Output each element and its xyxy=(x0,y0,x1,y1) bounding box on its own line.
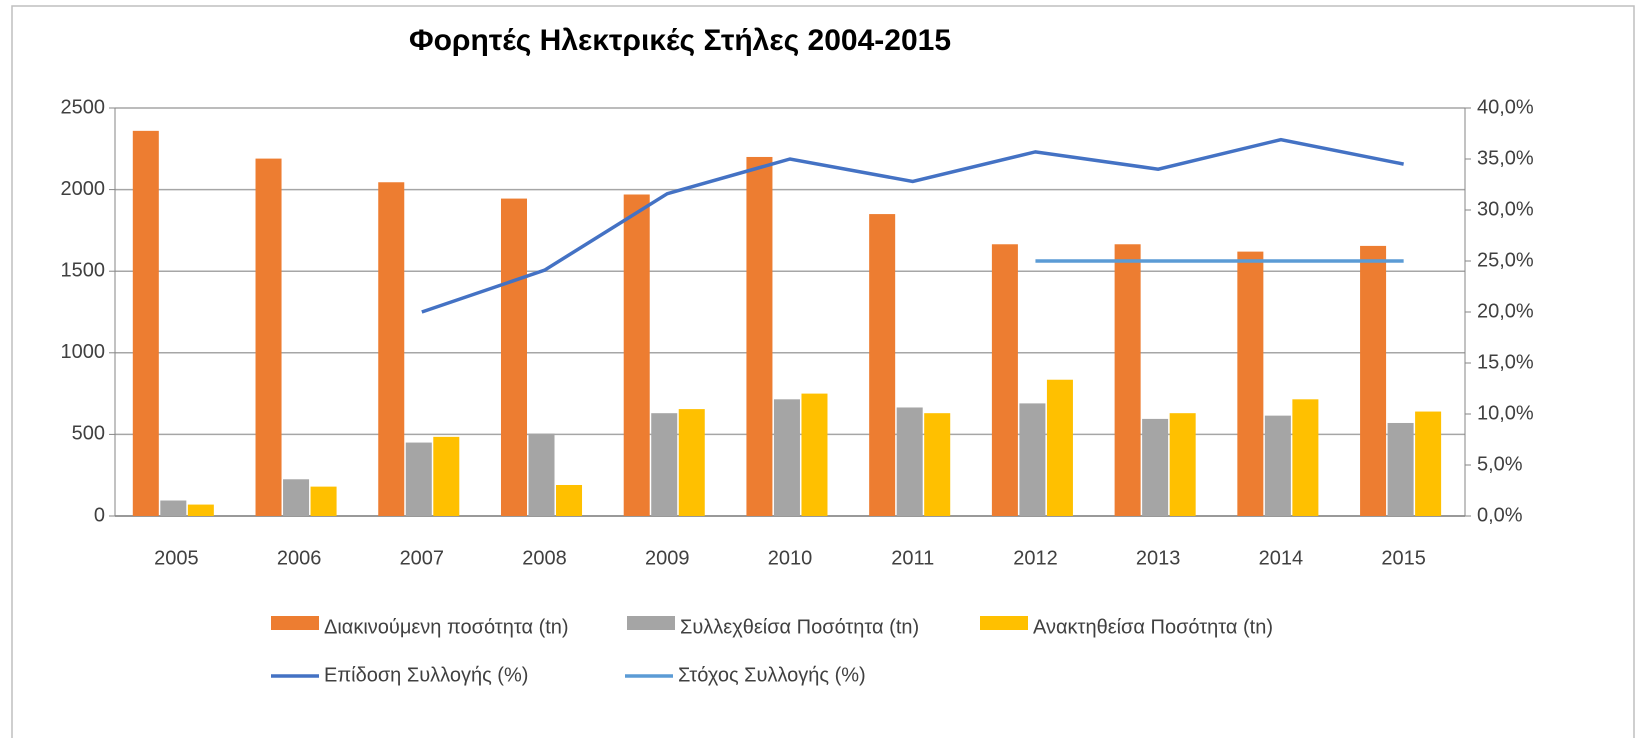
bar xyxy=(1264,415,1291,516)
bar xyxy=(187,504,214,516)
x-tick-label: 2013 xyxy=(1136,547,1181,569)
y2-tick-label: 30,0% xyxy=(1477,198,1534,220)
x-tick-label: 2006 xyxy=(277,547,322,569)
bar xyxy=(500,198,527,517)
x-tick-label: 2010 xyxy=(768,547,813,569)
y2-tick-label: 40,0% xyxy=(1477,96,1534,118)
x-tick-label: 2005 xyxy=(154,547,199,569)
y-tick-label: 0 xyxy=(94,504,105,526)
x-tick-label: 2014 xyxy=(1259,547,1304,569)
bar xyxy=(1169,413,1196,516)
legend-swatch xyxy=(980,616,1028,630)
legend-swatch xyxy=(627,616,675,630)
bar xyxy=(1019,403,1046,516)
y2-tick-label: 0,0% xyxy=(1477,504,1523,526)
bar xyxy=(623,194,650,516)
x-tick-label: 2009 xyxy=(645,547,690,569)
bar xyxy=(310,486,337,516)
bar xyxy=(1387,422,1414,516)
chart-title: Φορητές Ηλεκτρικές Στήλες 2004-2015 xyxy=(409,24,951,57)
bar xyxy=(556,484,583,516)
bar xyxy=(746,156,773,516)
bar xyxy=(1046,379,1073,516)
bar xyxy=(896,407,923,516)
legend-label: Στόχος Συλλογής (%) xyxy=(678,664,866,686)
bar xyxy=(991,244,1018,516)
y2-tick-label: 20,0% xyxy=(1477,300,1534,322)
legend-label: Συλλεχθείσα Ποσότητα (tn) xyxy=(680,616,919,638)
y-tick-label: 2000 xyxy=(61,178,106,200)
bar xyxy=(1360,245,1387,517)
x-tick-label: 2015 xyxy=(1381,547,1426,569)
bar xyxy=(132,130,159,516)
y-tick-label: 1500 xyxy=(61,259,106,281)
bar xyxy=(773,399,800,516)
bar xyxy=(283,479,310,516)
y2-tick-label: 5,0% xyxy=(1477,453,1523,475)
bar xyxy=(1415,411,1442,516)
bar xyxy=(924,413,951,516)
line xyxy=(421,137,1404,314)
y2-tick-label: 35,0% xyxy=(1477,147,1534,169)
x-tick-label: 2011 xyxy=(891,547,934,569)
bar xyxy=(1142,418,1169,516)
legend-label: Επίδοση Συλλογής (%) xyxy=(324,664,528,686)
bar xyxy=(160,500,187,516)
bar xyxy=(1114,244,1141,516)
y-tick-label: 2500 xyxy=(61,96,106,118)
x-tick-label: 2008 xyxy=(522,547,567,569)
y-tick-label: 500 xyxy=(72,423,105,445)
bar xyxy=(651,413,678,516)
x-tick-label: 2012 xyxy=(1013,547,1058,569)
bar xyxy=(678,409,705,516)
legend-label: Ανακτηθείσα Ποσότητα (tn) xyxy=(1033,616,1273,638)
bar xyxy=(1292,399,1319,516)
legend-swatch xyxy=(271,616,319,630)
bar xyxy=(405,442,432,516)
bar xyxy=(378,182,405,517)
bar xyxy=(801,393,828,516)
bar xyxy=(255,158,282,517)
bar xyxy=(433,436,460,516)
y-tick-label: 1000 xyxy=(61,341,106,363)
chart-border xyxy=(11,5,1635,738)
bar xyxy=(1237,251,1264,516)
y2-tick-label: 15,0% xyxy=(1477,351,1534,373)
bar xyxy=(869,214,896,516)
y2-tick-label: 10,0% xyxy=(1477,402,1534,424)
x-tick-label: 2007 xyxy=(400,547,445,569)
legend-label: Διακινούμενη ποσότητα (tn) xyxy=(324,616,569,638)
y2-tick-label: 25,0% xyxy=(1477,249,1534,271)
bar xyxy=(528,433,555,516)
